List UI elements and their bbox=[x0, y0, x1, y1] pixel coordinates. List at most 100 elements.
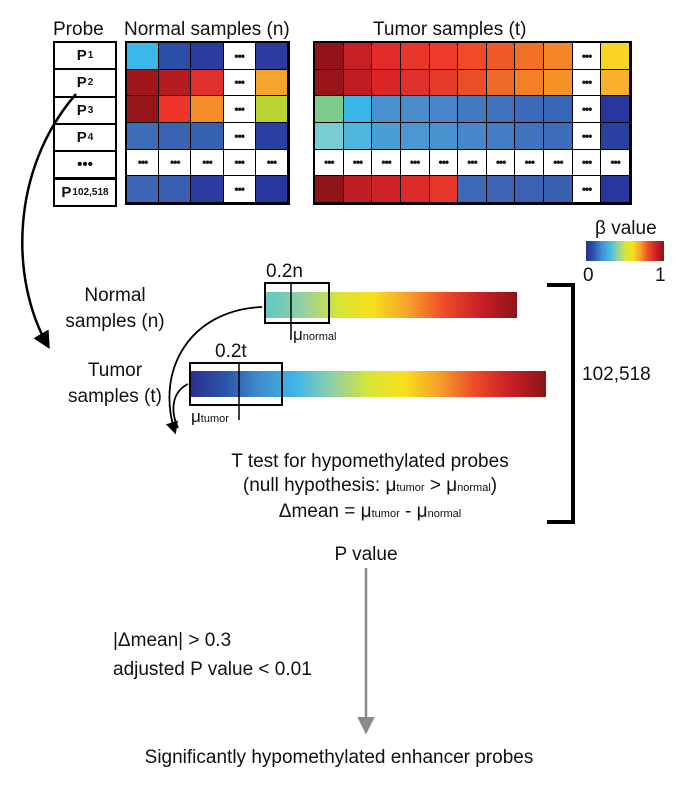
tumor-heat-cell bbox=[372, 176, 401, 203]
tumor-heat-cell bbox=[429, 43, 459, 70]
normal-heat-cell bbox=[191, 123, 224, 150]
ellipsis-cell: ••• bbox=[223, 149, 256, 177]
ellipsis-cell: ••• bbox=[255, 149, 288, 177]
tumor-heat-cell bbox=[486, 176, 516, 203]
ellipsis-cell: ••• bbox=[400, 149, 430, 177]
tumor-heat-cell bbox=[544, 176, 573, 203]
normal-heat-cell bbox=[127, 43, 160, 70]
ttest-title: T test for hypomethylated probes bbox=[231, 451, 509, 472]
tumor-heat-cell bbox=[315, 176, 344, 203]
normal-heat-cell bbox=[159, 69, 192, 97]
tumor-heat-cell bbox=[372, 96, 401, 123]
tumor-heat-cell bbox=[400, 43, 430, 70]
tumor-heat-cell bbox=[372, 69, 401, 97]
normal-heat-cell bbox=[255, 123, 288, 150]
ellipsis-cell: ••• bbox=[429, 149, 459, 177]
probe-count-label: 102,518 bbox=[582, 364, 651, 385]
tumor-heat-cell bbox=[400, 96, 430, 123]
result-label: Significantly hypomethylated enhancer pr… bbox=[144, 747, 534, 768]
ellipsis-cell: ••• bbox=[223, 123, 256, 150]
ellipsis-cell: ••• bbox=[572, 69, 602, 97]
normal-heat-cell bbox=[255, 69, 288, 97]
ellipsis-cell: ••• bbox=[458, 149, 487, 177]
ellipsis-cell: ••• bbox=[601, 149, 630, 177]
tumor-heat-cell bbox=[601, 69, 630, 97]
tumor-heat-cell bbox=[315, 43, 344, 70]
tumor-heat-cell bbox=[544, 123, 573, 150]
tumor-distribution-bar bbox=[190, 371, 546, 397]
tumor-heat-cell bbox=[400, 69, 430, 97]
tumor-heat-cell bbox=[458, 69, 487, 97]
ellipsis-cell: ••• bbox=[572, 123, 602, 150]
tumor-heat-cell bbox=[429, 96, 459, 123]
tumor-heat-cell bbox=[515, 96, 545, 123]
normal-heat-cell bbox=[159, 176, 192, 203]
probe-to-distribution-arrow bbox=[21, 93, 77, 350]
normal-heat-cell bbox=[127, 123, 160, 150]
mu-normal-label: μnormal bbox=[293, 325, 337, 344]
ellipsis-cell: ••• bbox=[486, 149, 516, 177]
legend-max: 1 bbox=[655, 265, 666, 286]
ellipsis-cell: ••• bbox=[544, 149, 573, 177]
ttest-null-hypothesis: (null hypothesis: μtumor > μnormal) bbox=[242, 475, 498, 496]
probe-cell: P 102,518 bbox=[53, 177, 117, 207]
tumor-heat-cell bbox=[343, 43, 373, 70]
tumor-fraction-label: 0.2t bbox=[215, 341, 247, 362]
normal-heat-cell bbox=[255, 96, 288, 123]
normal-heat-cell bbox=[191, 176, 224, 203]
tumor-heat-cell bbox=[486, 123, 516, 150]
probe-header: Probe bbox=[53, 19, 104, 40]
ellipsis-cell: ••• bbox=[572, 43, 602, 70]
ellipsis-cell: ••• bbox=[572, 176, 602, 203]
tumor-heat-cell bbox=[486, 96, 516, 123]
normal-heat-cell bbox=[191, 69, 224, 97]
legend-colorbar bbox=[586, 241, 664, 261]
tumor-samples-header: Tumor samples (t) bbox=[373, 19, 527, 40]
tumor-heat-cell bbox=[515, 176, 545, 203]
tumor-fraction-box bbox=[189, 362, 283, 406]
tumor-heat-cell bbox=[458, 123, 487, 150]
tumor-heat-cell bbox=[544, 43, 573, 70]
normal-heat-cell bbox=[127, 69, 160, 97]
tumor-heat-cell bbox=[458, 176, 487, 203]
normal-distribution-bar bbox=[265, 292, 517, 318]
ellipsis-cell: ••• bbox=[515, 149, 545, 177]
tumor-heat-cell bbox=[343, 69, 373, 97]
normal-heatmap: ••• ••• ••• ••• ••• ••• ••• ••• ••• ••• bbox=[125, 41, 290, 205]
normal-to-test-arrow bbox=[165, 306, 263, 435]
tumor-heat-cell bbox=[372, 43, 401, 70]
normal-fraction-label: 0.2n bbox=[266, 261, 303, 282]
tumor-heat-cell bbox=[429, 123, 459, 150]
normal-fraction-box bbox=[264, 282, 330, 324]
tumor-heat-cell bbox=[315, 69, 344, 97]
tumor-heat-cell bbox=[515, 123, 545, 150]
normal-heat-cell bbox=[159, 96, 192, 123]
ellipsis-cell: ••• bbox=[223, 43, 256, 70]
tumor-heat-cell bbox=[429, 69, 459, 97]
tumor-heat-cell bbox=[601, 43, 630, 70]
mu-tumor-label: μtumor bbox=[191, 407, 229, 426]
tumor-heat-cell bbox=[343, 176, 373, 203]
ellipsis-cell: ••• bbox=[572, 149, 602, 177]
ellipsis-cell: ••• bbox=[315, 149, 344, 177]
tumor-heat-cell bbox=[400, 123, 430, 150]
normal-heat-cell bbox=[127, 96, 160, 123]
tumor-heat-cell bbox=[458, 43, 487, 70]
tumor-heat-cell bbox=[458, 96, 487, 123]
tumor-heat-cell bbox=[544, 69, 573, 97]
probe-count-bracket bbox=[547, 283, 575, 524]
tumor-heat-cell bbox=[601, 96, 630, 123]
tumor-samples-label: Tumor samples (t) bbox=[68, 360, 162, 407]
tumor-heat-cell bbox=[343, 123, 373, 150]
ellipsis-cell: ••• bbox=[127, 149, 160, 177]
tumor-heat-cell bbox=[429, 176, 459, 203]
tumor-heat-cell bbox=[544, 96, 573, 123]
tumor-heat-cell bbox=[315, 96, 344, 123]
ellipsis-cell: ••• bbox=[372, 149, 401, 177]
tumor-heatmap: ••• ••• ••• ••• ••• ••• ••• ••• ••• ••• ••• ••• ••• •… bbox=[313, 41, 632, 205]
ellipsis-cell: ••• bbox=[223, 176, 256, 203]
normal-samples-label: Normal samples (n) bbox=[65, 285, 165, 332]
tumor-to-test-arrow bbox=[172, 383, 189, 429]
